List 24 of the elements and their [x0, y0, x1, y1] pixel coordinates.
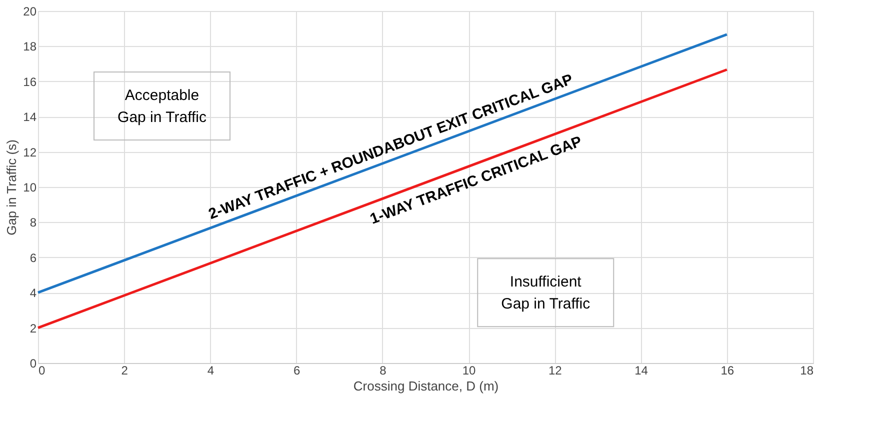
x-tick-label: 8: [380, 364, 387, 378]
y-tick-label: 10: [23, 180, 37, 194]
y-tick-label: 8: [30, 216, 37, 230]
x-tick-label: 6: [293, 364, 300, 378]
x-tick-label: 4: [207, 364, 214, 378]
x-axis-title: Crossing Distance, D (m): [353, 378, 499, 394]
y-tick-label: 4: [30, 286, 37, 300]
y-tick-label: 18: [23, 40, 37, 54]
y-tick-label: 2: [30, 321, 37, 336]
y-tick-label: 12: [23, 145, 37, 160]
x-tick-label: 18: [800, 364, 814, 378]
x-tick-label: 16: [720, 364, 734, 378]
annotation: Acceptable Gap in Traffic: [118, 87, 207, 126]
x-tick-label: 2: [121, 364, 128, 378]
x-tick-label: 10: [462, 364, 476, 378]
y-tick-label: 14: [23, 110, 37, 124]
x-tick-label: 14: [634, 364, 648, 378]
y-tick-label: 6: [30, 250, 37, 265]
y-tick-label: 20: [23, 4, 37, 18]
y-axis-title: Gap in Traffic (s): [4, 140, 20, 236]
y-tick-label: 16: [23, 74, 37, 89]
annotation: Insufficient Gap in Traffic: [501, 274, 591, 313]
x-tick-label: 0: [38, 364, 46, 378]
x-tick-label: 12: [548, 364, 562, 378]
